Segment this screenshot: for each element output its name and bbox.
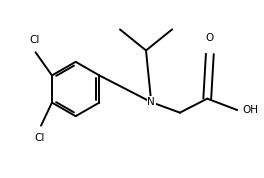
Text: N: N [147, 97, 155, 107]
Text: Cl: Cl [35, 133, 45, 143]
Text: Cl: Cl [29, 35, 39, 45]
Text: OH: OH [242, 105, 258, 115]
Text: O: O [206, 33, 214, 43]
